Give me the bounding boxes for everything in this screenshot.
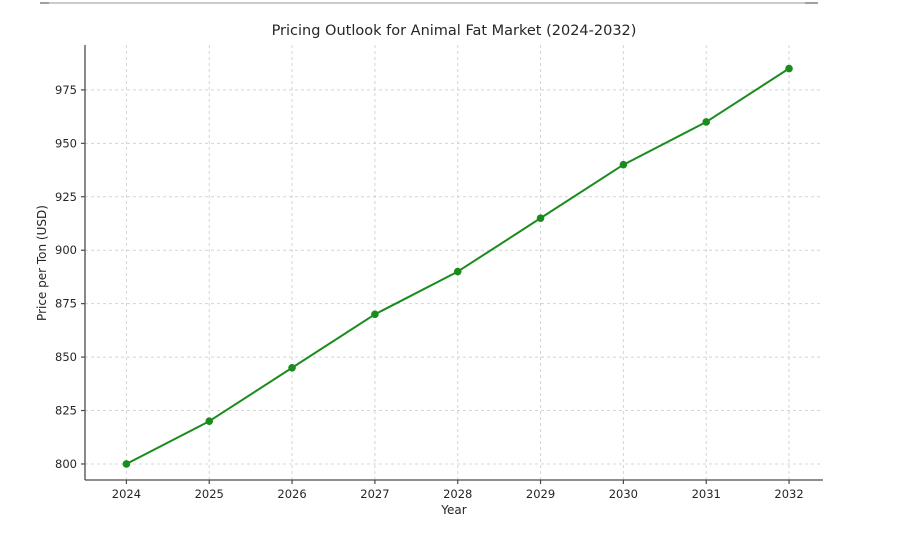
- data-point: [702, 118, 711, 126]
- data-point: [785, 64, 793, 73]
- x-tick-label: 2028: [443, 487, 472, 501]
- data-point: [536, 214, 545, 222]
- top-divider-right-cap: [805, 2, 818, 4]
- x-axis-label: Year: [441, 503, 467, 517]
- x-tick-label: 2032: [774, 487, 803, 501]
- y-tick-label: 950: [55, 136, 77, 150]
- data-point: [288, 363, 296, 372]
- chart-title: Pricing Outlook for Animal Fat Market (2…: [271, 23, 637, 39]
- data-point: [122, 460, 131, 468]
- x-tick-label: 2026: [277, 487, 306, 501]
- data-point: [205, 417, 214, 426]
- x-tick-label: 2024: [112, 487, 141, 501]
- x-tick-label: 2031: [692, 487, 721, 501]
- y-tick-label: 800: [55, 457, 77, 471]
- y-tick-label: 825: [55, 404, 77, 418]
- y-tick-label: 850: [55, 350, 77, 364]
- trend-line: [125, 67, 790, 465]
- x-tick-label: 2027: [360, 487, 389, 501]
- top-divider-left-cap: [40, 2, 49, 4]
- x-tick-label: 2025: [195, 487, 224, 501]
- y-tick-label: 925: [55, 190, 77, 204]
- data-point: [619, 160, 628, 169]
- y-tick-label: 975: [55, 83, 77, 97]
- y-axis-label: Price per Ton (USD): [35, 205, 49, 321]
- data-point: [371, 310, 379, 319]
- top-divider-line: [40, 2, 818, 4]
- y-tick-label: 875: [55, 297, 77, 311]
- y-tick-label: 900: [55, 243, 77, 257]
- x-tick-label: 2030: [609, 487, 638, 501]
- data-point: [453, 267, 462, 276]
- x-tick-label: 2029: [526, 487, 555, 501]
